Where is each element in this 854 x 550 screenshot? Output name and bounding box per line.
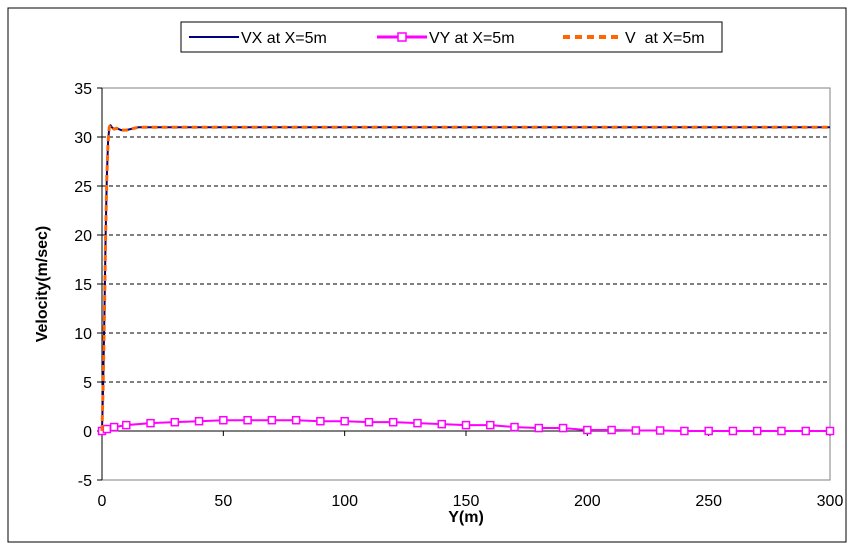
legend-label: VY at X=5m: [429, 30, 515, 47]
y-tick-label: 15: [74, 277, 92, 294]
x-tick-label: 300: [817, 493, 844, 510]
y-axis-title: Velocity(m/sec): [34, 226, 51, 343]
data-point: [316, 416, 325, 426]
y-tick-label: 0: [83, 424, 92, 441]
data-point: [243, 415, 252, 425]
data-point: [825, 426, 835, 436]
y-tick-label: 5: [83, 375, 92, 392]
legend-label: V at X=5m: [625, 30, 705, 47]
chart-area-border: [7, 7, 847, 543]
data-point: [219, 415, 228, 425]
data-point: [534, 423, 544, 433]
data-point: [291, 415, 301, 425]
legend-marker: [397, 32, 407, 42]
data-point: [680, 426, 689, 436]
legend: VX at X=5m VY at X=5m V at X=5m: [180, 21, 723, 53]
series-line: [100, 123, 830, 432]
data-point: [655, 426, 665, 435]
y-tick-label: -5: [78, 473, 92, 490]
x-tick-label: 250: [695, 493, 722, 510]
x-tick-label: 150: [453, 493, 480, 510]
legend-box: [180, 21, 723, 53]
data-point: [777, 426, 786, 436]
x-tick-label: 200: [574, 493, 601, 510]
data-point: [146, 418, 155, 428]
data-point: [752, 426, 762, 436]
data-point: [461, 420, 471, 430]
y-tick-label: 30: [74, 130, 92, 147]
data-point: [413, 418, 422, 428]
data-point: [801, 426, 810, 436]
series-lines: [97, 123, 835, 436]
data-point: [704, 426, 713, 436]
data-point: [728, 426, 738, 436]
x-tick-label: 0: [98, 493, 107, 510]
data-point: [194, 416, 204, 426]
legend-items: VX at X=5m VY at X=5m V at X=5m: [189, 30, 705, 47]
data-point: [170, 417, 180, 427]
data-point: [437, 419, 446, 429]
data-point: [510, 422, 519, 432]
data-point: [486, 420, 495, 430]
data-point: [631, 426, 641, 435]
data-point: [388, 417, 398, 427]
x-tick-label: 100: [331, 493, 358, 510]
y-tick-label: 10: [74, 326, 92, 343]
data-point: [109, 422, 119, 432]
data-point: [607, 425, 616, 435]
data-point: [122, 420, 131, 430]
data-point: [340, 416, 349, 426]
y-tick-label: 35: [74, 81, 92, 98]
data-point: [102, 424, 112, 434]
data-point: [364, 417, 374, 427]
legend-label: VX at X=5m: [241, 30, 327, 47]
x-tick-label: 50: [214, 493, 232, 510]
y-tick-label: 20: [74, 228, 92, 245]
data-point: [583, 425, 592, 435]
x-axis-title: Y(m): [448, 509, 484, 526]
data-point: [267, 415, 277, 425]
y-tick-label: 25: [74, 179, 92, 196]
data-point: [558, 423, 568, 433]
